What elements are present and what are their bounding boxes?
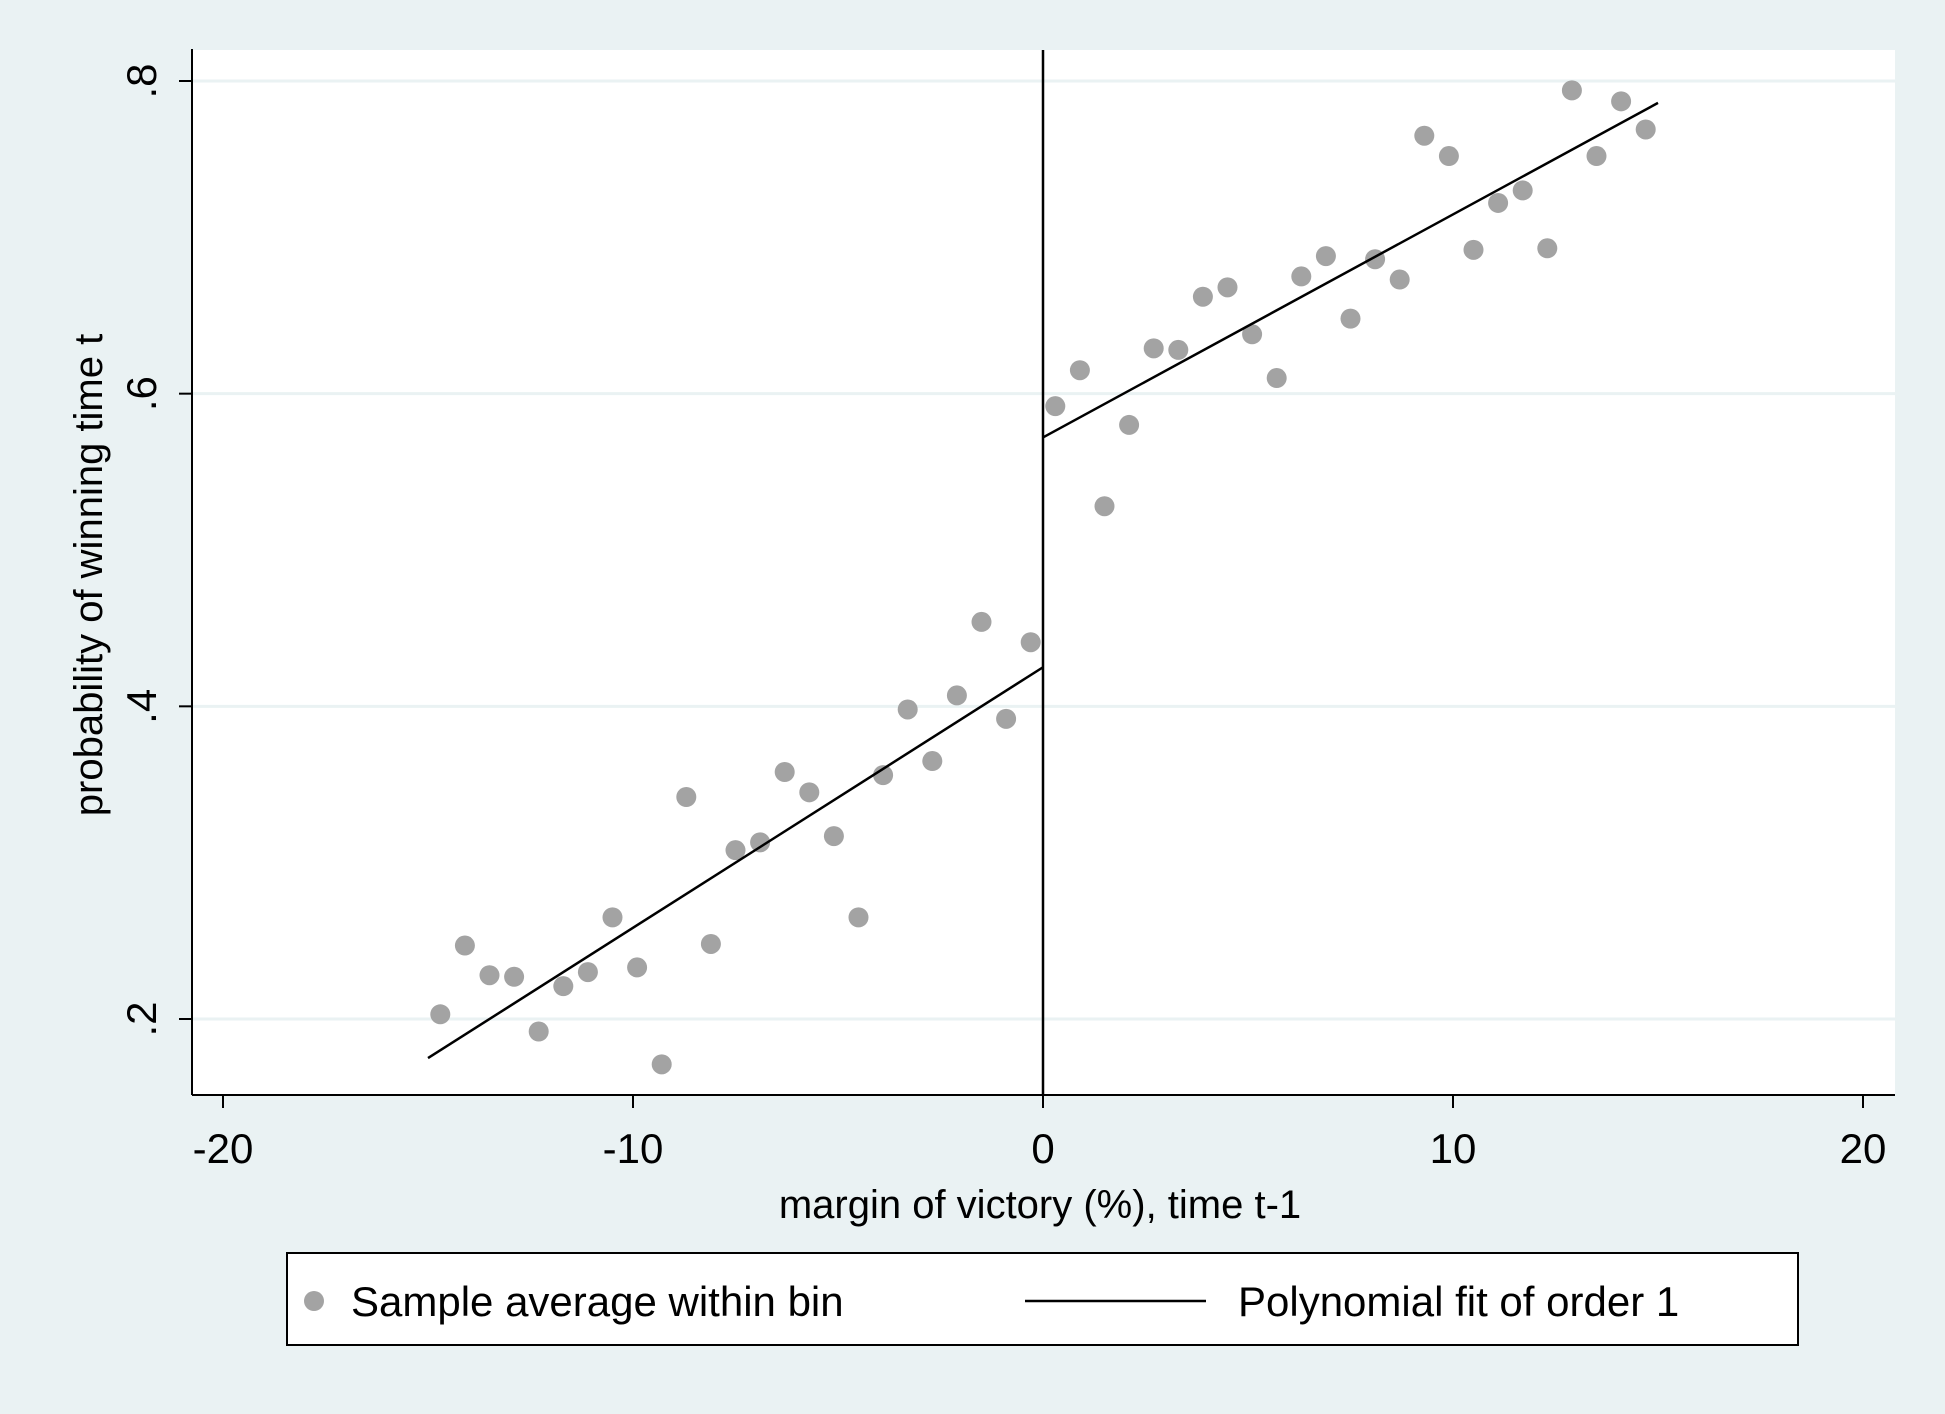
scatter-point [1488,192,1509,213]
scatter-point [1635,119,1656,140]
scatter-point [946,685,967,706]
scatter-point [750,832,771,853]
legend: Sample average within bin Polynomial fit… [286,1252,1799,1346]
scatter-point [1119,414,1140,435]
y-tick-label: .2 [118,1001,165,1036]
scatter-point [676,787,697,808]
scatter-point [774,761,795,782]
scatter-point [1389,269,1410,290]
scatter-point [528,1021,549,1042]
scatter-point [971,611,992,632]
scatter-point [823,826,844,847]
scatter-point [479,965,500,986]
scatter-point [1094,496,1115,517]
scatter-point [996,708,1017,729]
scatter-point [1611,91,1632,112]
scatter-point [1045,396,1066,417]
scatter-point [922,751,943,772]
scatter-point [1069,360,1090,381]
x-axis-label: margin of victory (%), time t-1 [779,1183,1301,1227]
scatter-point [602,907,623,928]
scatter-point [504,966,525,987]
scatter-point [651,1054,672,1075]
scatter-point [1414,125,1435,146]
x-tick-label: -10 [603,1125,664,1172]
legend-label-fit: Polynomial fit of order 1 [1238,1278,1679,1325]
y-tick-label: .4 [118,689,165,724]
x-tick-label: 20 [1840,1125,1887,1172]
scatter-point [1168,339,1189,360]
scatter-point [1020,632,1041,653]
legend-point-marker [304,1291,324,1311]
scatter-point [1537,238,1558,259]
scatter-point [1217,277,1238,298]
x-tick-label: -20 [193,1125,254,1172]
scatter-point [1242,324,1263,345]
scatter-point [1512,180,1533,201]
scatter-point [1438,146,1459,167]
legend-label-points: Sample average within bin [351,1278,844,1325]
legend-box [286,1252,1799,1346]
scatter-point [848,907,869,928]
scatter-point [1586,146,1607,167]
fit-lines [427,101,1659,1060]
scatter-point [430,1004,451,1025]
scatter-point [1291,266,1312,287]
scatter-point [1143,338,1164,359]
y-tick-label: .6 [118,376,165,411]
scatter-point [577,962,598,983]
axes [179,49,1895,1108]
scatter-point [799,782,820,803]
scatter-point [553,976,574,997]
x-tick-labels: -20 -10 0 10 20 [193,1125,1887,1172]
scatter-point [1315,246,1336,267]
scatter-point [454,935,475,956]
scatter-point [1192,286,1213,307]
scatter-point [1463,239,1484,260]
fit-right-line [1042,101,1659,439]
scatter-point [1340,308,1361,329]
scatter-point [627,957,648,978]
scatter-point [873,765,894,786]
scatter-points [430,80,1656,1075]
y-tick-label: .8 [118,63,165,98]
y-axis-label: probability of winning time t [67,334,111,816]
scatter-point [700,933,721,954]
y-tick-labels: .2 .4 .6 .8 [118,63,165,1036]
fit-left-line [427,666,1044,1060]
scatter-point [897,699,918,720]
x-tick-label: 10 [1430,1125,1477,1172]
scatter-point [1561,80,1582,101]
scatter-point [725,840,746,861]
x-tick-label: 0 [1031,1125,1054,1172]
scatter-point [1266,368,1287,389]
